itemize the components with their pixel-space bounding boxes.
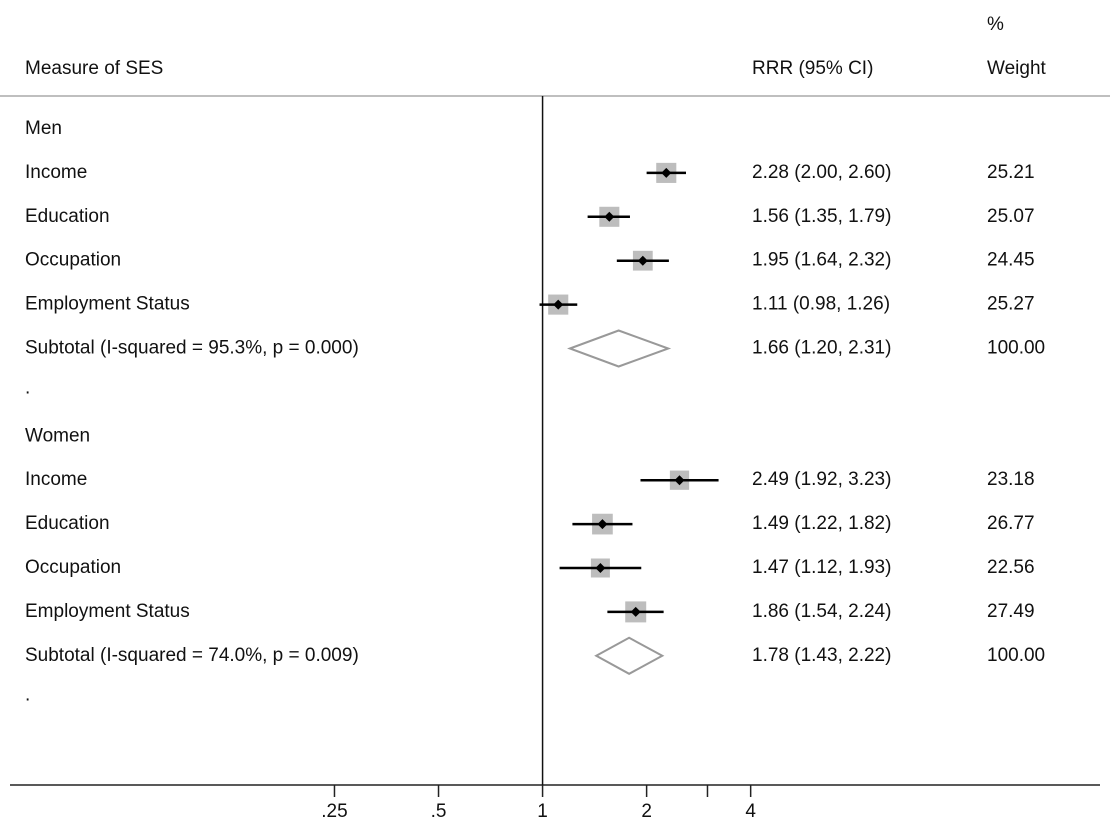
- estimate-label: 1.95 (1.64, 2.32): [752, 250, 891, 271]
- subtotal-diamond: [594, 636, 665, 675]
- subtotal-label: Subtotal (I-squared = 95.3%, p = 0.000): [25, 338, 359, 359]
- x-tick-label: 4: [745, 801, 756, 822]
- row-label: Education: [25, 513, 110, 534]
- weight-label: 25.27: [987, 294, 1035, 315]
- estimate-label: 1.11 (0.98, 1.26): [752, 294, 890, 315]
- weight-header: Weight: [987, 58, 1047, 79]
- row-label: Employment Status: [25, 601, 190, 622]
- weight-label: 100.00: [987, 645, 1045, 666]
- point-estimate: [597, 519, 608, 530]
- point-estimate: [630, 606, 641, 617]
- point-estimate: [595, 563, 606, 573]
- x-tick-label: 1: [537, 801, 548, 822]
- estimate-header: RRR (95% CI): [752, 58, 873, 79]
- point-estimate: [553, 299, 564, 310]
- row-label: Education: [25, 206, 110, 227]
- point-estimate: [674, 475, 685, 486]
- x-tick-label: .5: [431, 801, 447, 822]
- group-label: Men: [25, 118, 62, 139]
- row-label: Employment Status: [25, 294, 190, 315]
- estimate-label: 1.66 (1.20, 2.31): [752, 338, 891, 359]
- weight-label: 100.00: [987, 338, 1045, 359]
- point-estimate: [604, 211, 615, 222]
- subtotal-diamond: [567, 329, 672, 368]
- row-label: Income: [25, 162, 87, 183]
- group-end: .: [25, 377, 30, 398]
- row-label: Occupation: [25, 557, 121, 578]
- weight-header: %: [987, 14, 1004, 35]
- row-label: Occupation: [25, 250, 121, 271]
- weight-label: 26.77: [987, 513, 1035, 534]
- estimate-label: 1.86 (1.54, 2.24): [752, 601, 891, 622]
- estimate-label: 2.28 (2.00, 2.60): [752, 162, 891, 183]
- weight-label: 25.21: [987, 162, 1035, 183]
- subtotal-label: Subtotal (I-squared = 74.0%, p = 0.009): [25, 645, 359, 666]
- x-tick-label: 2: [641, 801, 652, 822]
- weight-label: 27.49: [987, 601, 1035, 622]
- estimate-label: 1.49 (1.22, 1.82): [752, 513, 891, 534]
- weight-label: 24.45: [987, 250, 1035, 271]
- estimate-label: 1.47 (1.12, 1.93): [752, 557, 891, 578]
- weight-label: 25.07: [987, 206, 1035, 227]
- point-estimate: [637, 255, 648, 266]
- estimate-label: 2.49 (1.92, 3.23): [752, 469, 891, 490]
- x-tick-label: .25: [321, 801, 347, 822]
- estimate-label: 1.78 (1.43, 2.22): [752, 645, 891, 666]
- group-label: Women: [25, 425, 90, 446]
- weight-label: 22.56: [987, 557, 1035, 578]
- label-header: Measure of SES: [25, 58, 163, 79]
- row-label: Income: [25, 469, 87, 490]
- group-end: .: [25, 685, 30, 706]
- estimate-label: 1.56 (1.35, 1.79): [752, 206, 891, 227]
- weight-label: 23.18: [987, 469, 1035, 490]
- point-estimate: [661, 167, 672, 178]
